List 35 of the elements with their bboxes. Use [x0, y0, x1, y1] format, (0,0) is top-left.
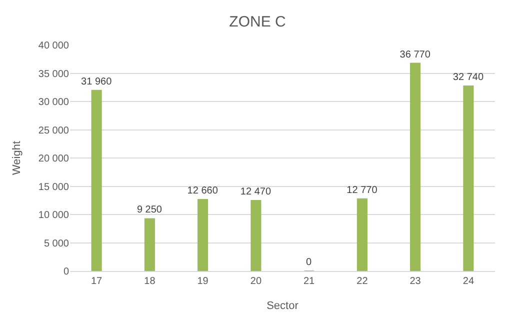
y-axis-title: Weight [11, 140, 24, 176]
x-axis-title: Sector [266, 300, 299, 312]
bar [144, 218, 155, 271]
x-tick-label: 24 [462, 276, 474, 287]
y-tick-label: 40 000 [38, 40, 70, 52]
data-label: 31 960 [81, 76, 112, 88]
data-label: 9 250 [136, 204, 162, 216]
y-tick-label: 10 000 [38, 210, 70, 221]
y-tick-label: 15 000 [38, 182, 70, 193]
y-tick-label: 35 000 [38, 68, 70, 80]
x-tick-label: 22 [356, 276, 368, 287]
x-tick-label: 18 [144, 276, 156, 287]
y-tick-label: 20 000 [38, 154, 70, 164]
y-tick-label: 25 000 [38, 125, 70, 136]
y-tick-label: 5 000 [44, 238, 70, 250]
data-label: 0 [306, 257, 312, 268]
bar [198, 198, 208, 271]
chart-title: ZONE C [229, 14, 286, 31]
x-tick-label: 19 [197, 276, 209, 287]
x-tick-label: 23 [410, 276, 422, 287]
data-label: 32 740 [452, 72, 484, 84]
x-tick-label: 17 [90, 276, 103, 287]
data-label: 36 770 [400, 49, 431, 60]
bar [91, 90, 102, 271]
y-tick-label: 30 000 [38, 97, 70, 108]
bar [356, 198, 368, 271]
data-label: 12 470 [240, 186, 272, 198]
data-label: 12 660 [187, 185, 218, 196]
bar [250, 200, 262, 271]
bar [463, 86, 474, 271]
x-tick-label: 21 [303, 276, 316, 287]
data-label: 12 770 [346, 184, 378, 196]
bar [410, 62, 421, 271]
x-tick-label: 20 [250, 276, 262, 287]
y-tick-label: 0 [63, 266, 70, 278]
